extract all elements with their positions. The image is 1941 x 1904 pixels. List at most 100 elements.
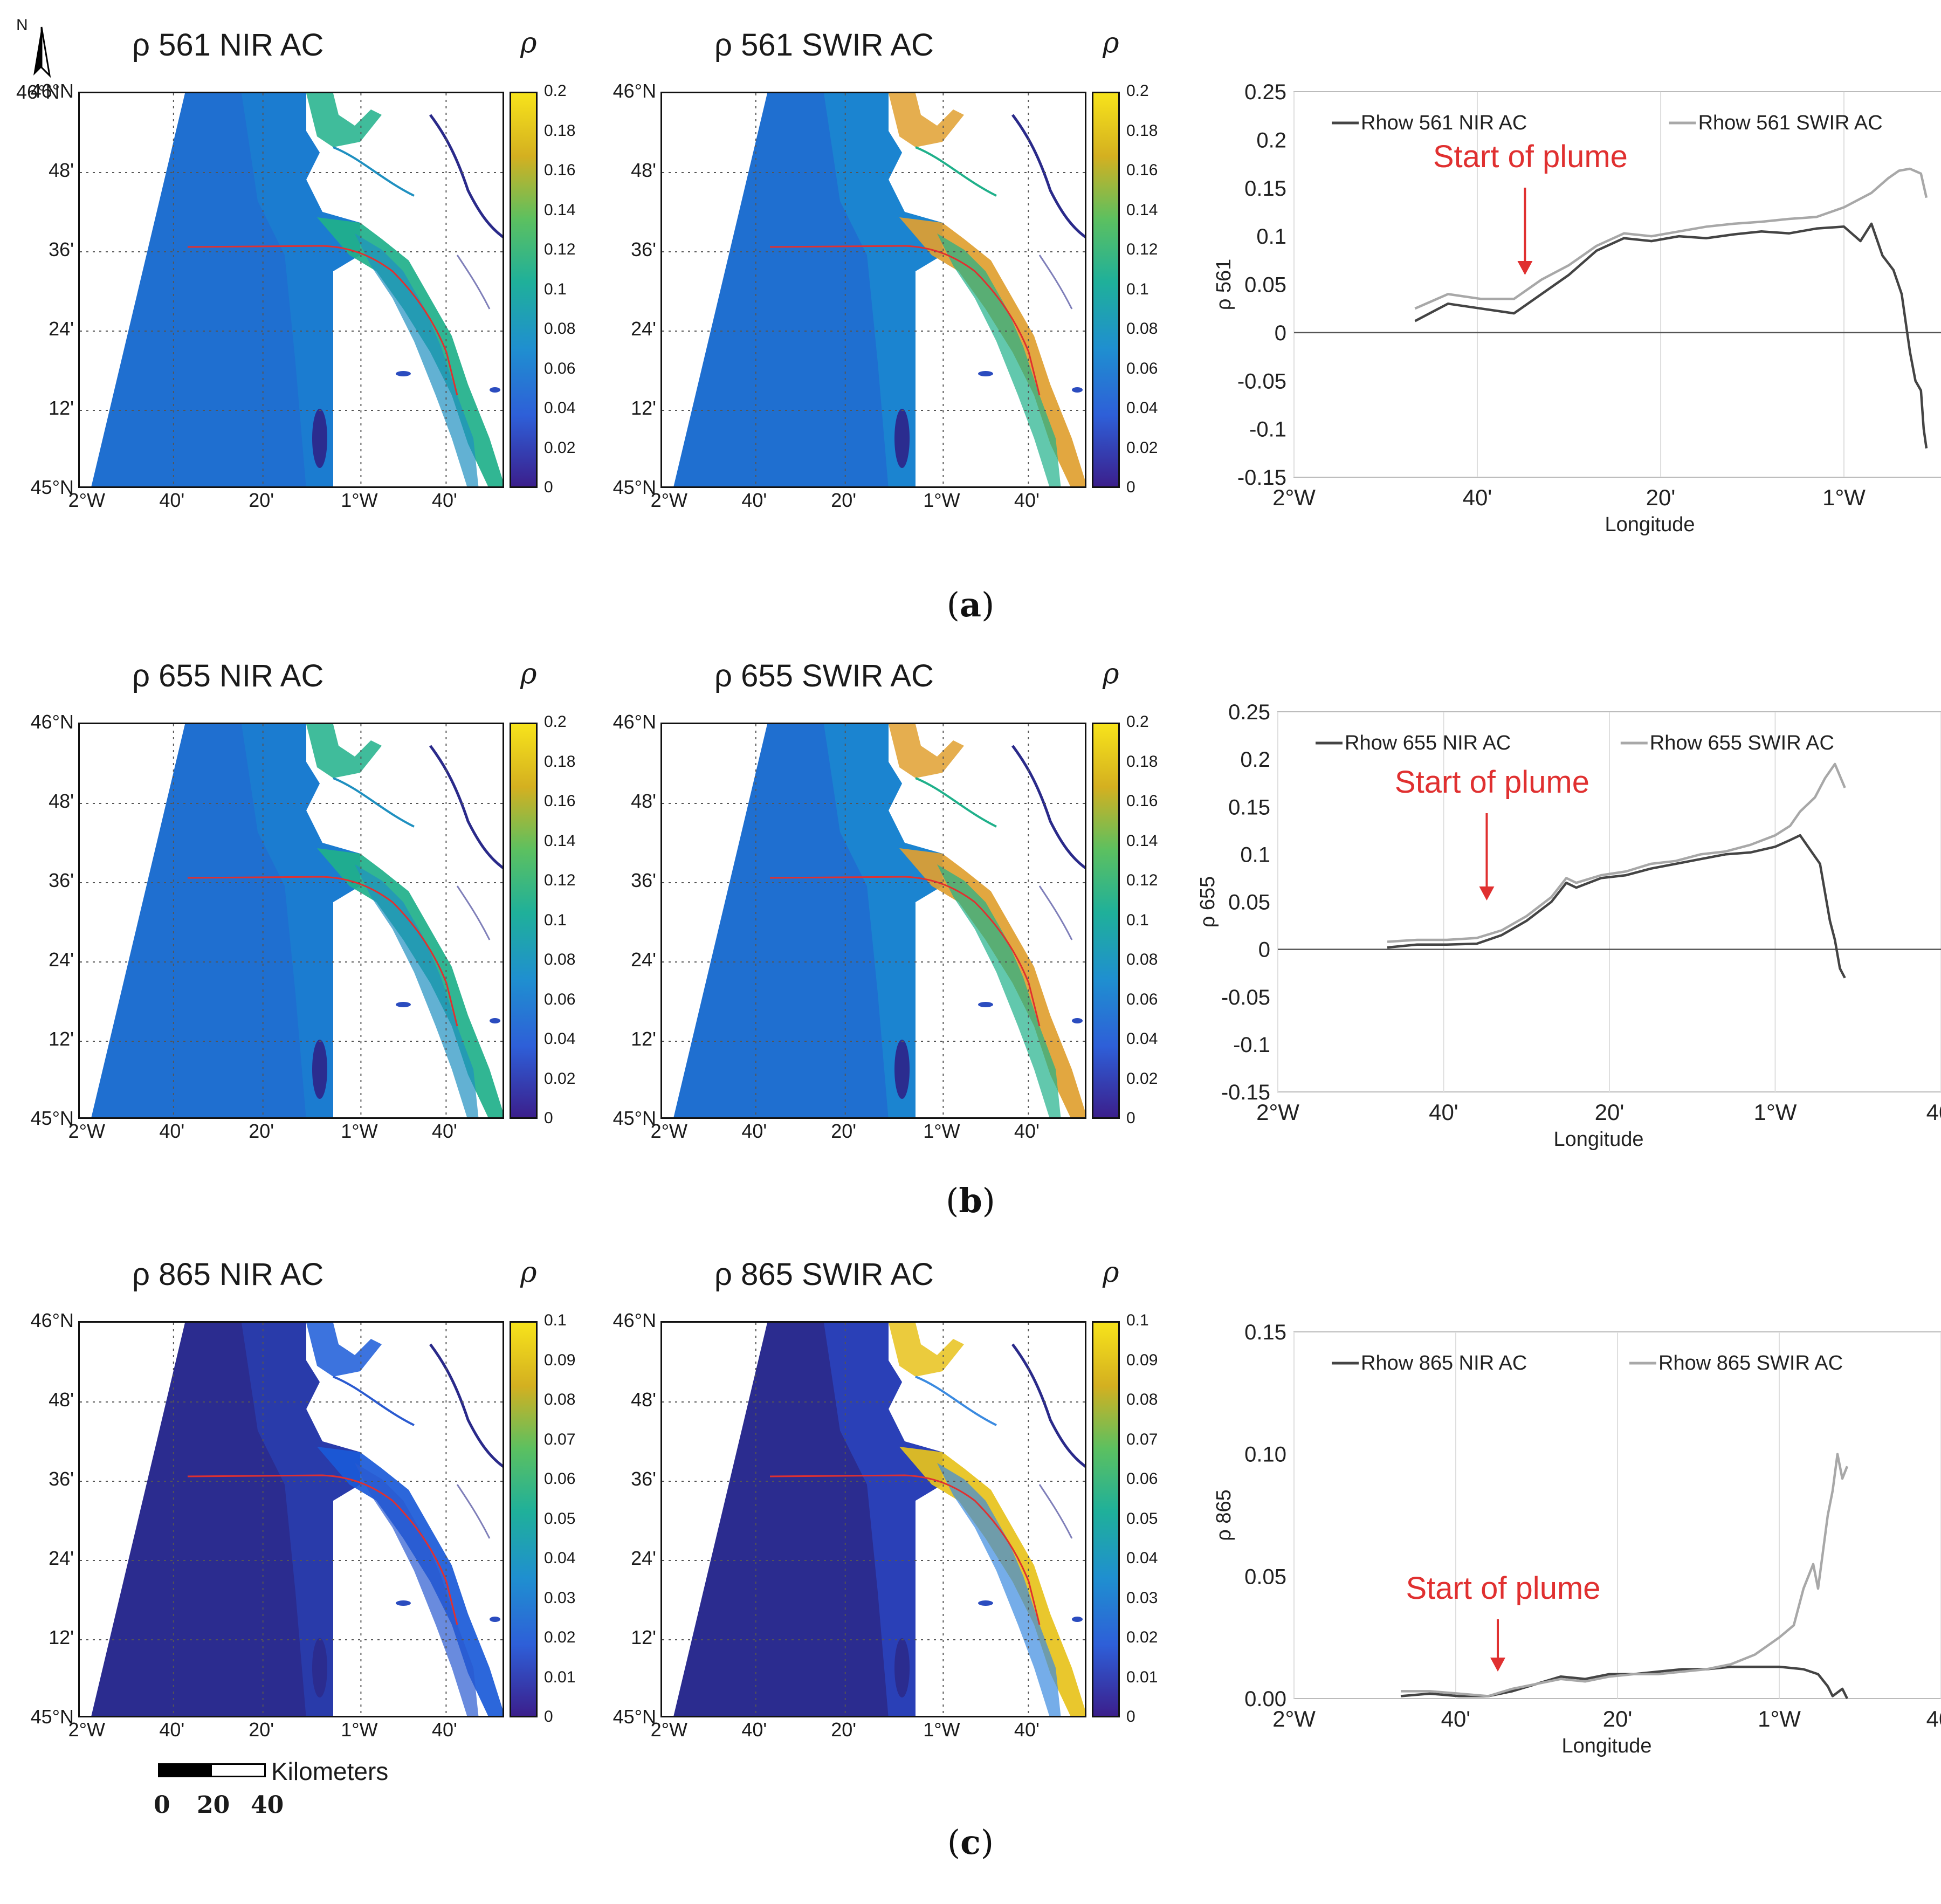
- colorbar-label: ρ: [1103, 27, 1119, 59]
- lat-label: 48': [49, 159, 74, 181]
- lon-label: 40': [159, 1120, 185, 1142]
- panel-a: ρ 561 NIR AC 46°N 48' 36' 24' 12' 45°N 2°W 40' 20…: [0, 0, 1941, 642]
- lon-label: 1°W: [923, 1120, 960, 1142]
- lat-label: 24': [631, 1547, 656, 1569]
- y-tick-label: 0.2: [1256, 128, 1286, 152]
- lat-label: 48': [631, 159, 656, 181]
- colorbar-tick: 0.1: [544, 280, 567, 298]
- colorbar-tick: 0.06: [1126, 990, 1158, 1008]
- legend-label: Rhow 655 SWIR AC: [1650, 732, 1834, 754]
- lon-label: 40': [741, 489, 767, 511]
- lat-label: 12': [631, 1028, 656, 1050]
- lon-label: 2°W: [650, 489, 687, 511]
- colorbar-tick: 0.06: [544, 1470, 576, 1488]
- scale-bar-graphic: [158, 1763, 266, 1777]
- lat-label: 45°N: [30, 1706, 74, 1728]
- lat-label: 12': [49, 397, 74, 419]
- colorbar-tick: 0.2: [1126, 82, 1149, 100]
- colorbar-tick: 0.02: [544, 1069, 576, 1088]
- colorbar-tick: 0.04: [1126, 1549, 1158, 1567]
- plume-annotation: Start of plume: [1406, 1571, 1600, 1606]
- colorbar-label: ρ: [520, 1256, 537, 1289]
- plume-annotation: Start of plume: [1433, 139, 1628, 174]
- colorbar-label: ρ: [520, 658, 537, 690]
- legend-label: Rhow 561 SWIR AC: [1698, 112, 1883, 134]
- y-tick-label: -0.1: [1233, 1033, 1270, 1057]
- colorbar-tick: 0.04: [544, 1549, 576, 1567]
- x-tick-label: 40': [1463, 485, 1492, 510]
- colorbar-tick: 0: [1126, 1109, 1135, 1127]
- lon-label: 40': [159, 1719, 185, 1741]
- colorbar-tick: 0.09: [1126, 1351, 1158, 1369]
- lat-label: 12': [631, 397, 656, 419]
- transect-line: [769, 245, 1041, 396]
- lat-label: 46°N: [30, 711, 74, 733]
- colorbar-tick: 0.04: [1126, 1030, 1158, 1048]
- line-chart: 2°W40'20'1°W40'0.250.20.150.10.050-0.05-…: [1186, 75, 1941, 561]
- sea-region: [673, 1323, 1085, 1716]
- north-letter: N: [16, 16, 28, 34]
- lon-label: 2°W: [68, 1120, 105, 1142]
- lat-label: 36': [49, 869, 74, 891]
- sea-region: [673, 93, 1085, 486]
- colorbar-tick: 0.2: [544, 82, 567, 100]
- colorbar-tick: 0.02: [1126, 1628, 1158, 1646]
- chart-svg: 2°W40'20'1°W40'0.250.20.150.10.050-0.05-…: [1213, 80, 1941, 536]
- y-tick-label: 0.05: [1228, 891, 1270, 915]
- y-tick-label: -0.05: [1221, 986, 1270, 1009]
- colorbar-tick: 0.06: [1126, 1470, 1158, 1488]
- colorbar-tick: 0: [1126, 1708, 1135, 1726]
- map-image: [662, 93, 1085, 486]
- colorbar-tick: 0.01: [1126, 1668, 1158, 1686]
- north-arrow: N 46°N: [12, 16, 66, 103]
- y-tick-label: 0.15: [1244, 177, 1286, 201]
- lon-label: 1°W: [341, 1120, 378, 1142]
- colorbar-tick: 0.04: [544, 1030, 576, 1048]
- lat-label: 48': [631, 790, 656, 812]
- y-tick-label: 0.15: [1228, 795, 1270, 819]
- colorbar-tick: 0.16: [1126, 161, 1158, 179]
- colorbar-tick: 0.08: [544, 951, 576, 968]
- series-line-swir: [1414, 167, 1928, 310]
- colorbar-tick: 0.12: [544, 240, 576, 258]
- y-tick-label: 0.1: [1256, 225, 1286, 249]
- lon-label: 20': [249, 1719, 274, 1741]
- panel-b: ρ 655 NIR AC 46°N 48' 36' 24' 12' 45°N 2°W 40' 20…: [0, 642, 1941, 1267]
- transect-line: [769, 876, 1041, 1027]
- y-tick-label: -0.1: [1249, 418, 1286, 442]
- lat-label: 36': [631, 238, 656, 260]
- y-axis-label: ρ 655: [1196, 876, 1219, 928]
- legend-label: Rhow 865 NIR AC: [1361, 1352, 1527, 1374]
- chart-svg: 2°W 40' 20' 1°W 40' 0.15 0.10 0.05 0.00 Longitude…: [1213, 1321, 1941, 1757]
- x-axis-label: Longitude: [1554, 1128, 1644, 1151]
- y-tick-label: 0.2: [1240, 748, 1270, 772]
- panel-caption: (c): [947, 1823, 994, 1862]
- y-tick-label: 0.25: [1244, 80, 1286, 104]
- reflectance-map: [660, 92, 1086, 488]
- lat-label: 36': [49, 1468, 74, 1490]
- sea-region: [91, 93, 503, 486]
- y-axis-label: ρ 865: [1213, 1489, 1235, 1541]
- colorbar: [510, 1321, 538, 1717]
- colorbar-tick: 0.04: [544, 399, 576, 417]
- series-line-nir: [1414, 222, 1928, 449]
- map-title: ρ 561 SWIR AC: [714, 28, 934, 63]
- x-tick-label: 20': [1603, 1706, 1633, 1731]
- colorbar-tick: 0.2: [544, 713, 567, 731]
- colorbar-tick: 0.06: [544, 990, 576, 1008]
- lat-label: 46°N: [612, 1309, 656, 1331]
- colorbar: [1092, 92, 1120, 488]
- lon-label: 20': [831, 1719, 857, 1741]
- legend-label: Rhow 655 NIR AC: [1345, 732, 1511, 754]
- lon-label: 40': [1014, 489, 1040, 511]
- x-tick-label: 2°W: [1272, 1706, 1316, 1731]
- transect-line: [187, 876, 458, 1027]
- caption-letter: a: [959, 585, 982, 624]
- x-tick-label: 20': [1646, 485, 1676, 510]
- map-title: ρ 655 NIR AC: [132, 658, 324, 693]
- lat-label: 46°N: [30, 80, 74, 102]
- series-line-swir: [1387, 762, 1846, 943]
- colorbar-tick: 0.1: [544, 911, 567, 929]
- y-axis-label: ρ 561: [1213, 259, 1235, 311]
- colorbar-tick: 0: [1126, 478, 1135, 496]
